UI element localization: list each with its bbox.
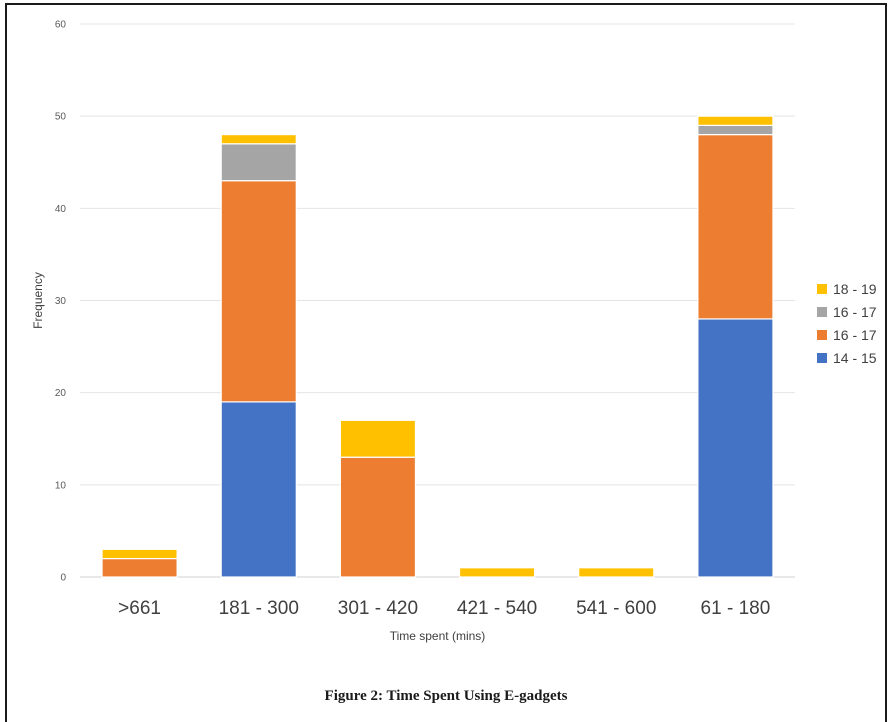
x-tick-label: 541 - 600 [576,598,656,619]
bar-segment [697,124,774,136]
legend-swatch [817,330,827,340]
bar-segment [220,401,297,578]
legend-swatch [817,353,827,363]
bar-segment [697,115,774,126]
bar-segment [101,557,178,578]
bar-segment [220,134,297,145]
y-tick-label: 30 [55,296,67,307]
legend-swatch [817,284,827,294]
y-axis-label: Frequency [31,272,45,329]
y-tick-label: 10 [55,480,67,491]
y-tick-label: 40 [55,204,67,215]
figure-frame [5,3,887,722]
bar-segment [578,567,655,578]
x-tick-label: 301 - 420 [338,598,418,619]
y-tick-label: 0 [60,573,66,584]
bar-segment [458,567,536,578]
x-axis-label: Time spent (mins) [390,629,486,643]
x-tick-label: 61 - 180 [701,598,771,619]
legend-label: 14 - 15 [833,350,877,366]
legend-swatch [817,307,827,317]
x-tick-label: 181 - 300 [219,598,299,619]
x-tick-label: 421 - 540 [457,598,537,619]
bars [101,115,774,578]
bar-segment [339,456,417,578]
y-tick-label: 60 [55,20,67,31]
legend-label: 16 - 17 [833,304,877,320]
y-tick-label: 20 [55,388,67,399]
bar-segment [220,180,297,403]
bar-segment [101,548,178,560]
gridlines [80,23,795,578]
x-tick-labels: >661 181 - 300 301 - 420 421 - 540 541 - 600… [118,598,770,619]
bar-segment [220,143,297,182]
legend-label: 16 - 17 [833,327,877,343]
legend: 18 - 19 16 - 17 16 - 17 14 - 15 [817,281,877,366]
bar-segment [339,419,417,458]
x-tick-label: >661 [118,598,161,619]
figure-caption: Figure 2: Time Spent Using E-gadgets [324,688,568,704]
y-tick-label: 50 [55,112,67,123]
bar-segment [697,318,774,578]
y-tick-labels: 0 10 20 30 40 50 60 [55,20,67,584]
legend-label: 18 - 19 [833,281,877,297]
bar-segment [697,134,774,320]
